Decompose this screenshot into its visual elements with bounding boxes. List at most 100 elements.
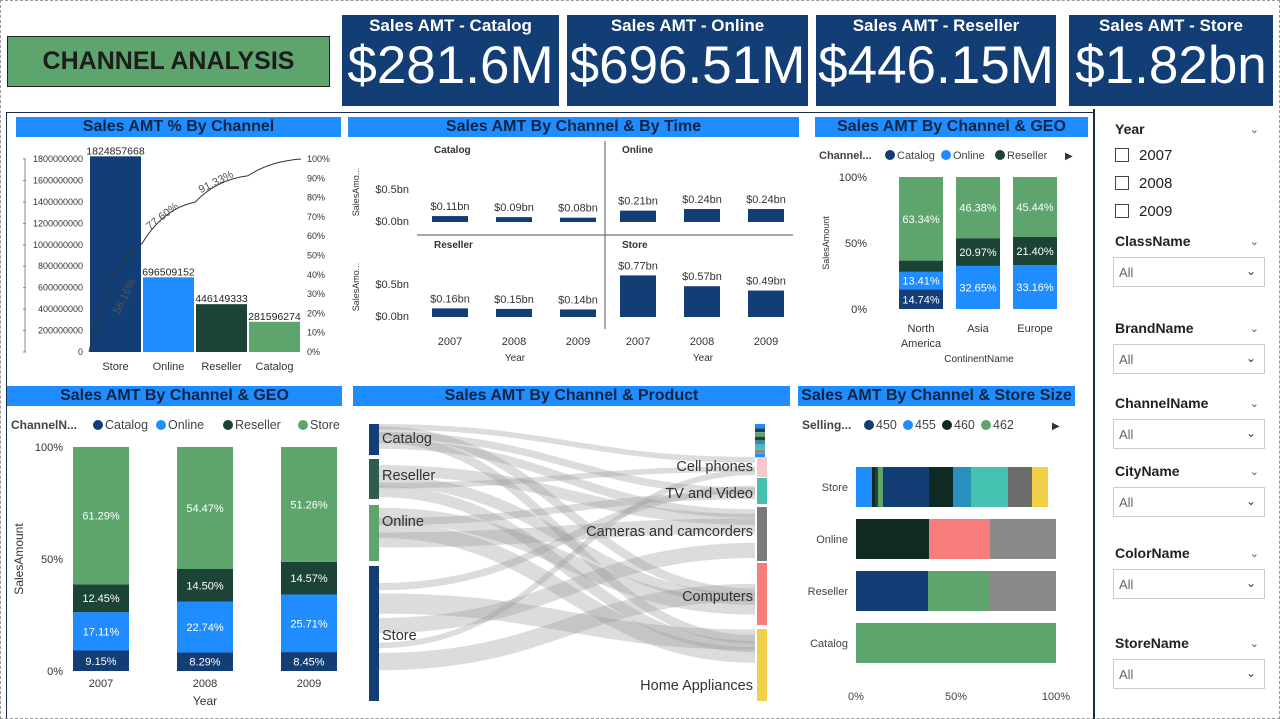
cityname-dropdown[interactable]: All ⌄ xyxy=(1113,487,1265,517)
segment-catalog xyxy=(899,289,943,309)
legend-label: Online xyxy=(168,418,204,432)
segment xyxy=(990,571,1056,611)
sankey-flow xyxy=(378,424,756,463)
next-icon: ▶ xyxy=(1052,421,1060,432)
sankey-node-small xyxy=(755,428,765,433)
x-tick-label: 2007 xyxy=(89,678,113,690)
y-tick-label: 200000000 xyxy=(38,326,83,336)
segment xyxy=(928,571,990,611)
year-option-2009[interactable]: 2009 xyxy=(1115,203,1172,220)
segment-catalog xyxy=(281,652,337,671)
y2-tick-label: 0% xyxy=(307,347,320,357)
y2-tick-label: 60% xyxy=(307,231,325,241)
slicer-title: CityName xyxy=(1115,463,1180,479)
segment xyxy=(1032,467,1048,507)
x-tick-label: 100% xyxy=(1042,691,1070,703)
chevron-down-icon[interactable]: ⌄ xyxy=(1249,638,1259,650)
legend-dot-store xyxy=(298,420,308,430)
legend-label: Catalog xyxy=(897,150,935,162)
legend-dot-online xyxy=(941,150,951,160)
chevron-down-icon[interactable]: ⌄ xyxy=(1249,323,1259,335)
chevron-down-icon: ⌄ xyxy=(1245,351,1256,365)
kpi-card-store: Sales AMT - Store $1.82bn xyxy=(1069,15,1273,106)
classname-dropdown[interactable]: All ⌄ xyxy=(1113,257,1265,287)
bar-reseller xyxy=(196,304,247,352)
y-tick-label: 50% xyxy=(845,238,867,250)
kpi-label: Sales AMT - Online xyxy=(610,16,765,35)
x-tick-label: Catalog xyxy=(256,361,294,373)
kpi-card-reseller: Sales AMT - Reseller $446.15M xyxy=(816,15,1056,106)
sankey-node-small xyxy=(755,436,765,441)
y2-tick-label: 30% xyxy=(307,289,325,299)
x-tick-label: Reseller xyxy=(201,361,242,373)
panel-title-product: Sales AMT By Channel & Product xyxy=(353,386,790,406)
x-tick-label: 0% xyxy=(848,691,864,703)
panel-title-geo-bottom: Sales AMT By Channel & GEO xyxy=(7,386,342,406)
segment-online xyxy=(177,601,233,653)
y-tick-label: 1000000000 xyxy=(33,240,83,250)
bar-store-2009 xyxy=(748,290,784,317)
slicer-title: ClassName xyxy=(1115,233,1191,249)
chevron-down-icon[interactable]: ⌄ xyxy=(1249,398,1259,410)
divider xyxy=(1093,109,1095,719)
x-axis-label: Year xyxy=(505,353,526,364)
storename-dropdown[interactable]: All ⌄ xyxy=(1113,659,1265,689)
legend-dot-online xyxy=(156,420,166,430)
year-option-2008[interactable]: 2008 xyxy=(1115,175,1172,192)
x-axis-label: ContinentName xyxy=(944,354,1014,365)
segment-online xyxy=(73,612,129,651)
sankey-target-label: Cameras and camcorders xyxy=(586,524,753,540)
segment-reseller xyxy=(899,260,943,272)
data-label: $0.77bn xyxy=(618,260,658,272)
sankey-flow xyxy=(378,593,756,650)
y-axis-label: SalesAmount xyxy=(12,523,26,595)
sankey-target-label: TV and Video xyxy=(665,486,753,502)
segment xyxy=(883,467,929,507)
segment-reseller xyxy=(956,238,1000,266)
legend-dot-462 xyxy=(981,420,991,430)
chevron-down-icon[interactable]: ⌄ xyxy=(1249,236,1259,248)
page-title: CHANNEL ANALYSIS xyxy=(7,36,330,87)
kpi-label: Sales AMT - Catalog xyxy=(369,16,532,35)
data-label: 12.45% xyxy=(82,593,120,605)
sankey-target-node xyxy=(757,563,767,625)
chevron-down-icon[interactable]: ⌄ xyxy=(1249,548,1259,560)
sankey-flow xyxy=(378,542,756,634)
panel-title-geo-top: Sales AMT By Channel & GEO xyxy=(815,117,1088,137)
data-label: 17.11% xyxy=(83,626,120,638)
segment-online xyxy=(899,271,943,290)
segment xyxy=(1008,467,1032,507)
cumulative-label: 91.33% xyxy=(197,168,236,196)
data-label: $0.11bn xyxy=(431,201,470,213)
checkbox-icon[interactable] xyxy=(1115,176,1129,190)
data-label: 14.57% xyxy=(290,573,328,585)
sankey-flow xyxy=(378,475,756,606)
chevron-down-icon[interactable]: ⌄ xyxy=(1249,124,1259,136)
sankey-node-small xyxy=(755,453,765,458)
segment-store xyxy=(1013,177,1057,237)
y2-tick-label: 50% xyxy=(307,251,325,261)
checkbox-icon[interactable] xyxy=(1115,148,1129,162)
sankey-flow xyxy=(378,440,756,518)
data-label: 9.15% xyxy=(85,656,116,668)
chevron-down-icon[interactable]: ⌄ xyxy=(1249,466,1259,478)
colorname-dropdown[interactable]: All ⌄ xyxy=(1113,569,1265,599)
pareto-chart: 0 200000000 400000000 600000000 800000000 100… xyxy=(23,145,330,373)
facet-label: Reseller xyxy=(434,240,473,251)
year-option-2007[interactable]: 2007 xyxy=(1115,147,1172,164)
brandname-slicer: BrandName ⌄ All ⌄ xyxy=(1103,320,1273,380)
legend-dot-460 xyxy=(942,420,952,430)
y2-tick-label: 80% xyxy=(307,193,325,203)
brandname-dropdown[interactable]: All ⌄ xyxy=(1113,344,1265,374)
y-tick-label: Catalog xyxy=(810,638,848,650)
cumulative-line xyxy=(88,158,302,353)
y-tick-label: 800000000 xyxy=(38,261,83,271)
segment xyxy=(872,467,875,507)
bar-online-2009 xyxy=(748,209,784,222)
colorname-slicer: ColorName ⌄ All ⌄ xyxy=(1103,545,1273,605)
checkbox-icon[interactable] xyxy=(1115,204,1129,218)
bar-reseller-2007 xyxy=(432,308,468,317)
channelname-dropdown[interactable]: All ⌄ xyxy=(1113,419,1265,449)
legend-title: ChannelN... xyxy=(11,418,77,432)
legend-label: 450 xyxy=(876,418,897,432)
